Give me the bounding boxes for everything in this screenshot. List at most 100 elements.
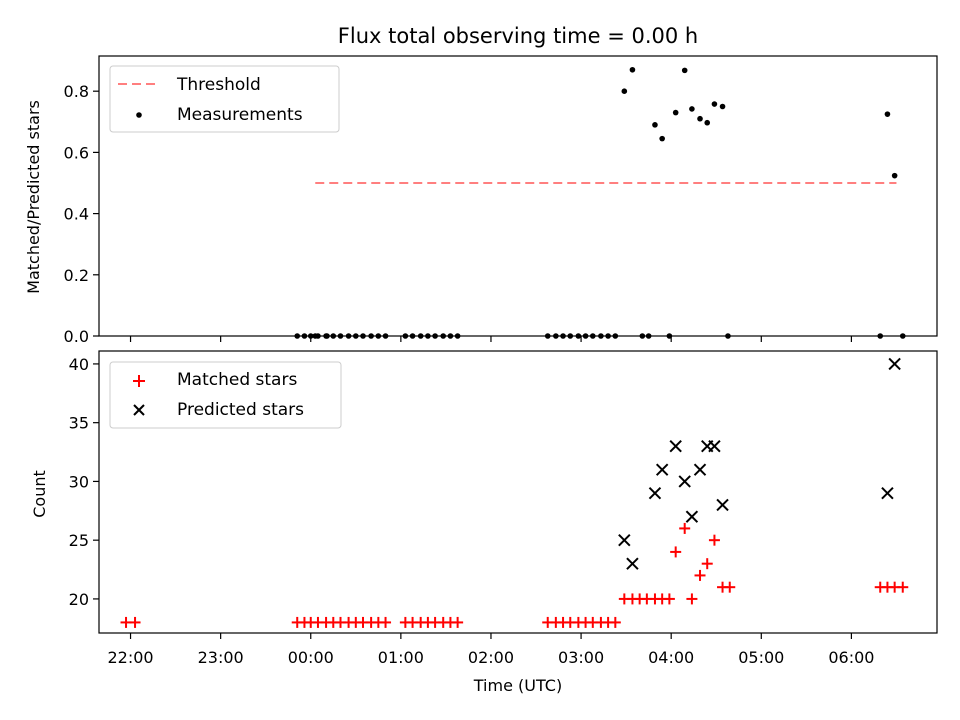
measurement-point [704, 119, 711, 126]
measurement-point [440, 333, 447, 339]
predicted-star-point [881, 486, 894, 500]
legend-threshold-label: Threshold [176, 75, 261, 95]
y-tick-label: 20 [69, 590, 89, 609]
legend-matched-label: Matched stars [177, 370, 297, 390]
measurement-point [575, 333, 582, 339]
predicted-star-point [716, 498, 729, 512]
predicted-star-point [655, 463, 669, 476]
predicted-star-point [693, 463, 707, 476]
measurement-point [330, 333, 337, 339]
x-tick-label: 01:00 [378, 648, 424, 667]
measurement-point [337, 333, 344, 339]
measurement-point [294, 333, 301, 339]
matched-star-point [701, 558, 713, 570]
predicted-star-point [618, 533, 631, 547]
x-tick-label: 00:00 [288, 648, 334, 667]
measurement-point [652, 122, 658, 128]
predicted-star-point [669, 439, 682, 453]
y-tick-label: 40 [69, 355, 89, 374]
matched-stars-points [120, 522, 909, 628]
measurement-point [409, 333, 416, 339]
measurement-point [345, 333, 352, 339]
bottom-legend-box [109, 361, 342, 429]
x-tick-label: 02:00 [468, 648, 514, 667]
x-tick-label: 22:00 [107, 648, 153, 667]
x-tick-label: 23:00 [198, 648, 244, 667]
top-panel: 0.00.20.40.60.8 Matched/Predicted stars … [24, 55, 938, 346]
measurement-point [666, 333, 673, 339]
measurement-point [681, 67, 688, 74]
bottom-x-ticks: 22:00 23:00 00:00 01:00 02:00 03:00 04:00 05:00… [107, 633, 874, 667]
x-tick-label: 05:00 [738, 648, 784, 667]
measurement-point [672, 109, 679, 116]
matched-star-point [129, 616, 141, 628]
y-tick-label: 0.0 [64, 327, 89, 346]
predicted-star-point [678, 475, 691, 488]
measurement-point [891, 172, 898, 179]
measurement-point [368, 333, 374, 339]
matched-star-point [694, 569, 706, 581]
predicted-stars-points [618, 357, 901, 570]
predicted-star-point [626, 557, 639, 570]
legend-predicted-label: Predicted stars [177, 400, 304, 420]
measurement-point [454, 333, 461, 339]
matched-star-point [670, 546, 682, 558]
matched-star-point [724, 581, 736, 593]
measurement-point [621, 88, 628, 94]
matched-star-point [609, 616, 621, 628]
top-y-axis-label: Matched/Predicted stars [24, 100, 43, 294]
bottom-legend: Matched stars Predicted stars [109, 361, 342, 429]
measurement-point [307, 333, 314, 339]
measurement-point [725, 333, 731, 339]
measurement-point [425, 333, 431, 339]
measurement-point [417, 333, 424, 339]
measurement-point [645, 333, 652, 339]
predicted-star-point [648, 486, 662, 500]
measurement-point [360, 333, 366, 339]
y-tick-label: 35 [69, 414, 89, 433]
measurement-point [301, 333, 308, 339]
y-tick-label: 25 [69, 531, 89, 550]
measurement-point [589, 333, 596, 339]
y-tick-label: 0.8 [64, 82, 89, 101]
measurement-point [598, 333, 604, 339]
measurement-point [899, 333, 906, 339]
legend-measurements-swatch [136, 112, 142, 118]
measurement-point [382, 333, 389, 339]
measurement-point [719, 103, 726, 110]
measurement-point [605, 333, 611, 339]
bottom-x-axis-label: Time (UTC) [473, 676, 562, 695]
predicted-star-point [685, 510, 699, 523]
matched-star-point [452, 616, 464, 628]
predicted-star-point [708, 439, 721, 453]
x-tick-label: 03:00 [558, 648, 604, 667]
top-x-ticks [129, 336, 852, 342]
matched-star-point [380, 616, 392, 628]
measurement-point [884, 111, 891, 117]
bottom-panel: 20 25 30 35 40 22:00 23:00 00:00 01:00 02:00 03:0… [30, 350, 938, 695]
y-tick-label: 0.6 [64, 143, 89, 162]
legend-matched-swatch [133, 375, 145, 387]
x-tick-label: 04:00 [648, 648, 694, 667]
measurement-point [323, 333, 329, 339]
bottom-y-ticks: 20 25 30 35 40 [69, 355, 99, 609]
y-tick-label: 0.4 [64, 205, 89, 224]
measurement-point [711, 101, 718, 107]
top-plot-frame [98, 55, 938, 337]
legend-predicted-swatch [133, 404, 145, 416]
bottom-y-axis-label: Count [30, 470, 49, 518]
measurement-points [294, 66, 906, 339]
matched-star-point [686, 593, 698, 605]
measurement-point [432, 333, 438, 339]
measurement-point [659, 135, 665, 142]
matched-star-point [897, 581, 909, 593]
measurement-point [544, 333, 551, 339]
measurement-point [697, 115, 703, 122]
measurement-point [629, 66, 636, 73]
predicted-star-point [888, 357, 901, 371]
measurement-point [353, 333, 359, 339]
measurement-point [447, 333, 454, 339]
matched-star-point [708, 534, 720, 546]
measurement-point [567, 333, 574, 339]
